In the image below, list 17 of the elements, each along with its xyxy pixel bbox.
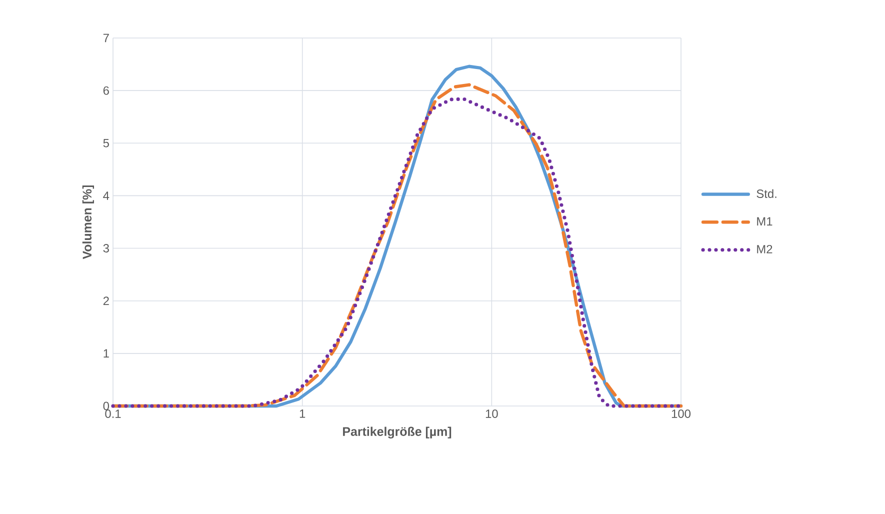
y-tick-label: 1 [104,349,109,358]
y-axis-title: Volumen [%] [82,185,94,260]
y-tick-label: 3 [103,244,109,252]
x-axis-title: Partikelgröße [µm] [343,426,452,438]
y-tick-label: 4 [103,192,110,200]
y-tick-label: 5 [103,138,109,148]
x-tick-label: 0.1 [105,410,121,418]
y-tick-label: 7 [103,34,109,42]
legend-label: M2 [757,244,772,254]
y-tick-label: 2 [103,296,109,306]
legend-label: Std. [756,189,776,198]
x-tick-label: 1 [300,410,306,418]
y-tick-label: 0 [103,402,110,410]
y-tick-label: 6 [103,86,109,95]
x-tick-label: 100 [672,410,691,418]
legend-label: M1 [757,217,772,226]
x-tick-label: 10 [486,410,498,418]
